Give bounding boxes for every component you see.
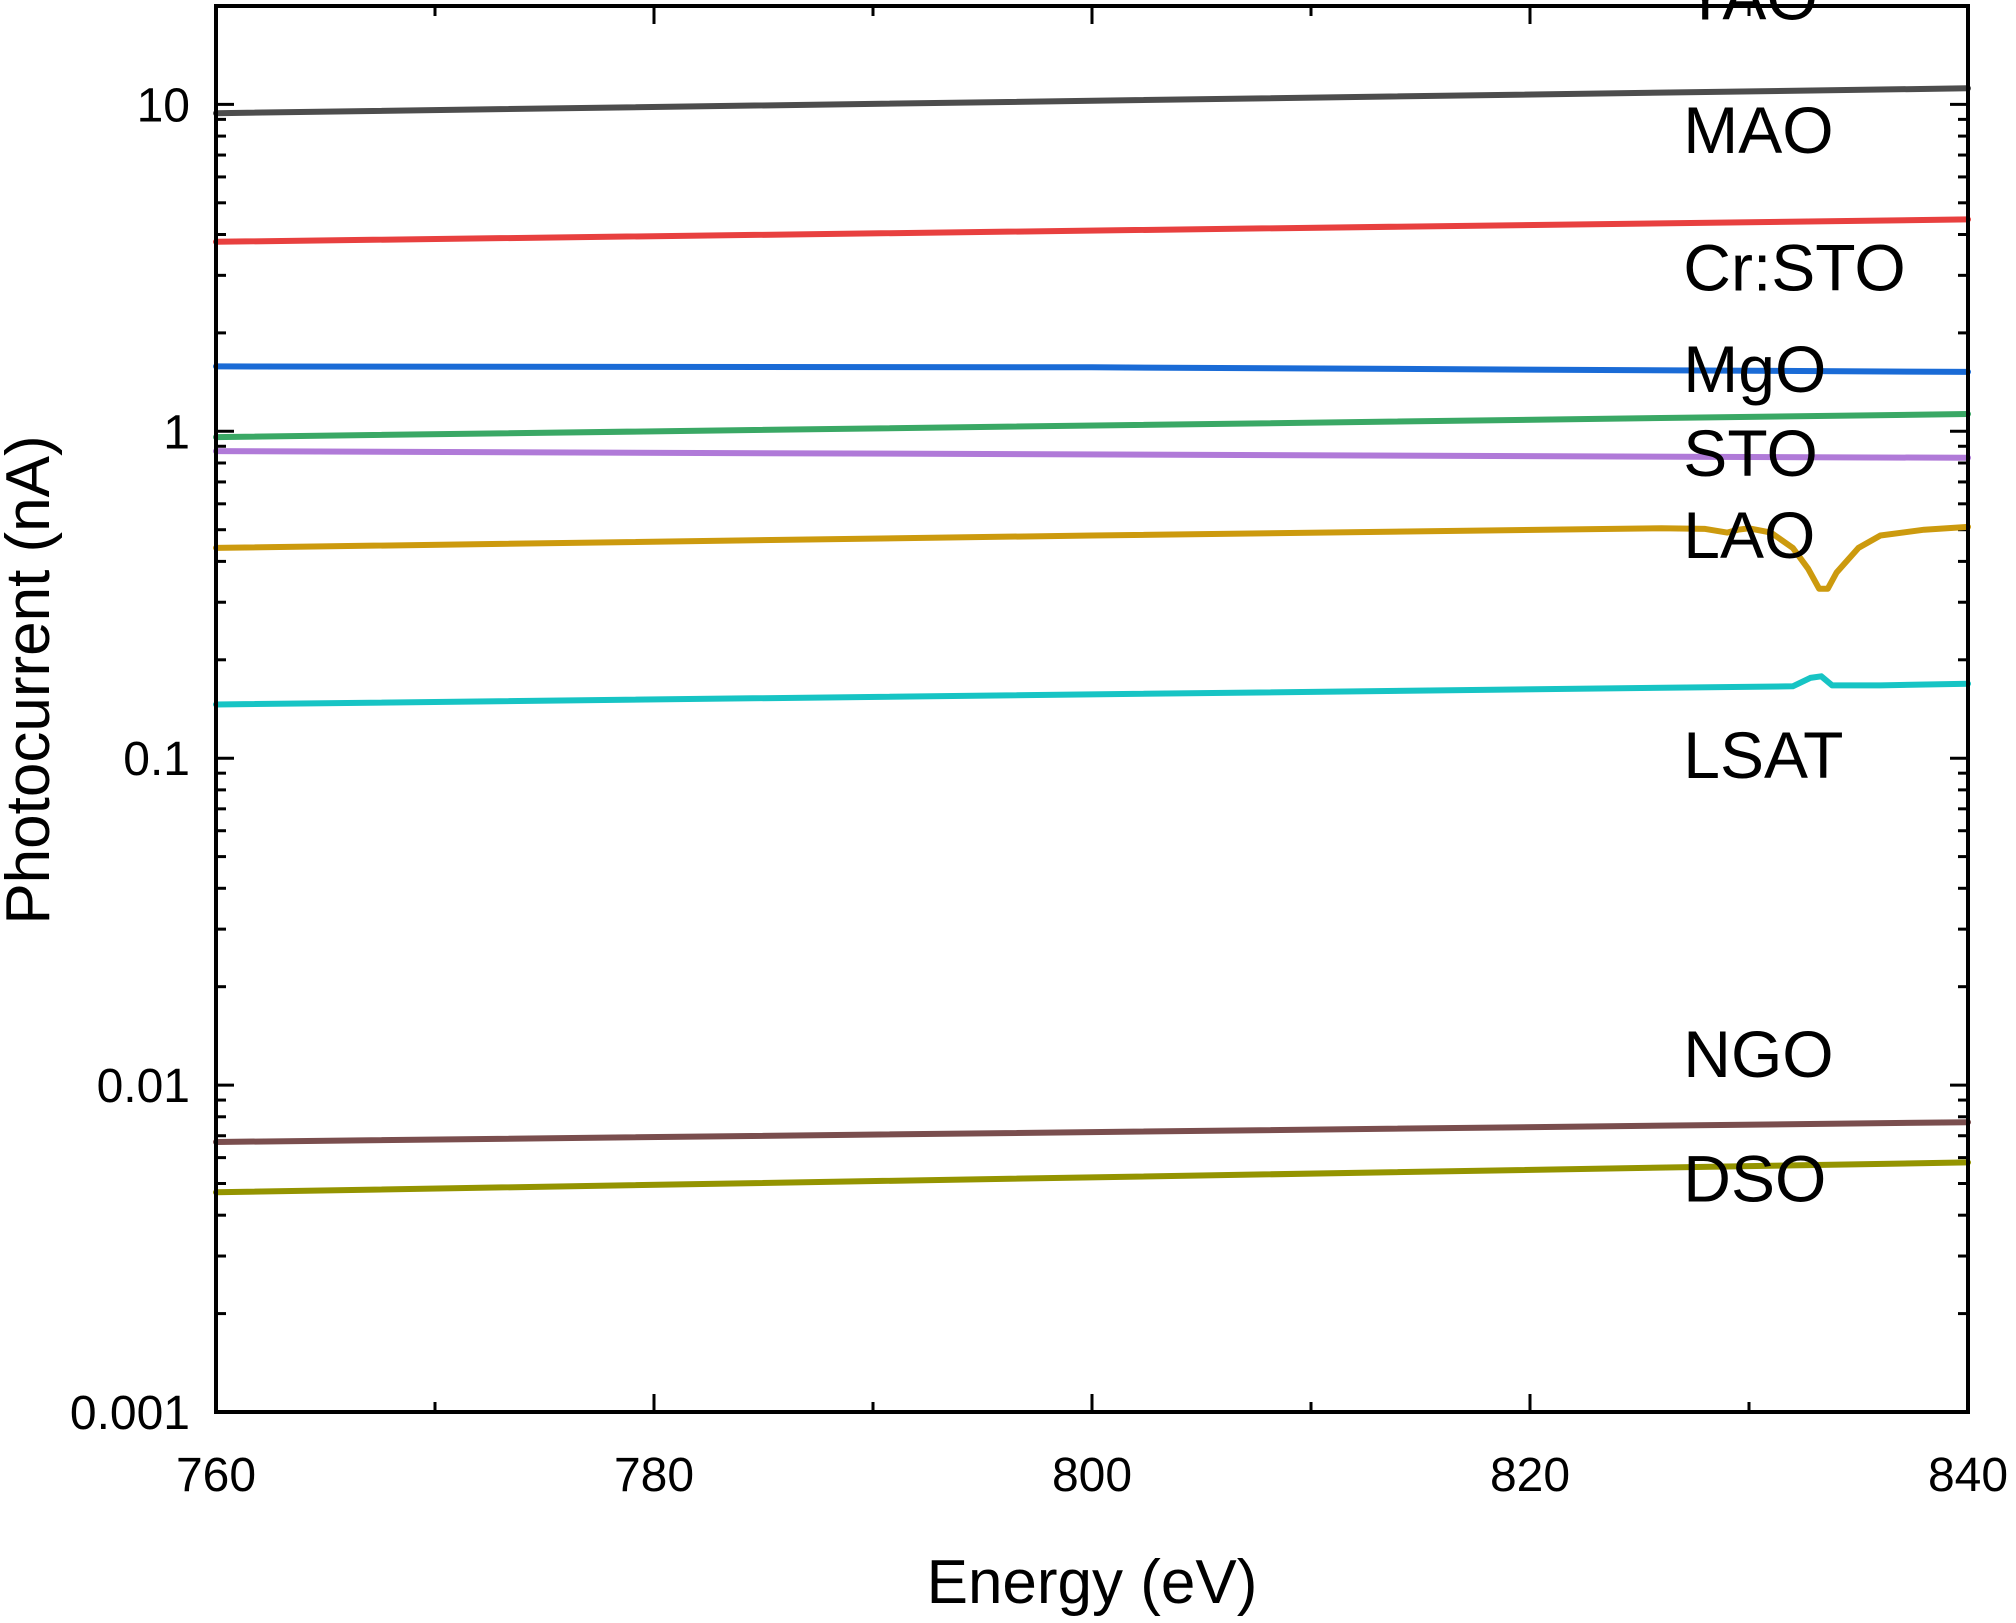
- ticks-layer: 760 780 800 820 840 0.001 0.01 0.1 1 10: [70, 4, 2008, 1502]
- series-line-mao: [213, 216, 1971, 245]
- series-label-dso: DSO: [1683, 1142, 1826, 1216]
- series-line-yao: [213, 85, 1971, 117]
- y-tick-label: 0.01: [97, 1060, 190, 1113]
- x-tick-label: 760: [176, 1449, 256, 1502]
- x-tick-label: 780: [614, 1449, 694, 1502]
- series-line-dso: [213, 1159, 1971, 1196]
- x-tick-label: 840: [1928, 1449, 2008, 1502]
- y-tick-label: 1: [163, 406, 190, 459]
- plot-frame: [214, 4, 1970, 1414]
- series-label-lsat: LSAT: [1683, 718, 1843, 792]
- series-line-sto: [213, 448, 1971, 461]
- x-tick-label: 800: [1052, 1449, 1132, 1502]
- y-tick-label: 0.1: [123, 733, 190, 786]
- series-line-mgo: [213, 411, 1971, 441]
- x-axis-title: Energy (eV): [927, 1548, 1258, 1617]
- y-axis-title: Photocurrent (nA): [0, 435, 63, 924]
- x-tick-label: 820: [1490, 1449, 1570, 1502]
- y-tick-label: 10: [137, 79, 190, 132]
- series-label-cr-sto: Cr:STO: [1683, 230, 1905, 304]
- series-line-lao: [213, 523, 1971, 592]
- series-label-mao: MAO: [1683, 93, 1833, 167]
- series-label-lao: LAO: [1683, 498, 1815, 572]
- series-label-ngo: NGO: [1683, 1017, 1833, 1091]
- series-label-sto: STO: [1683, 416, 1817, 490]
- series-line-lsat: [213, 673, 1971, 708]
- series-line-ngo: [213, 1119, 1971, 1145]
- series-line-cr-sto: [213, 363, 1971, 375]
- series-label-mgo: MgO: [1683, 332, 1826, 406]
- series-layer: [213, 85, 1971, 1196]
- y-tick-label: 0.001: [70, 1387, 190, 1440]
